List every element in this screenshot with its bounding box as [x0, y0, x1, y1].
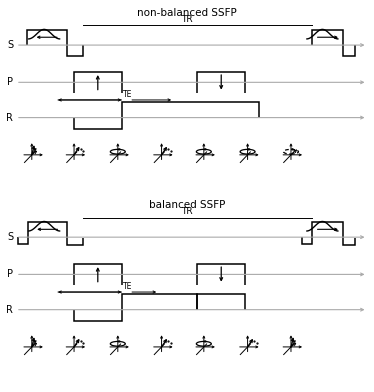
Text: S: S [7, 232, 13, 242]
Text: P: P [7, 77, 13, 87]
Text: TE: TE [123, 90, 133, 99]
Text: TR: TR [181, 207, 193, 216]
Text: S: S [7, 40, 13, 50]
Text: R: R [6, 113, 13, 123]
Text: non-balanced SSFP: non-balanced SSFP [137, 8, 237, 18]
Text: balanced SSFP: balanced SSFP [149, 200, 225, 210]
Text: R: R [6, 305, 13, 315]
Text: TR: TR [181, 15, 193, 24]
Text: P: P [7, 269, 13, 279]
Text: TE: TE [123, 282, 133, 291]
